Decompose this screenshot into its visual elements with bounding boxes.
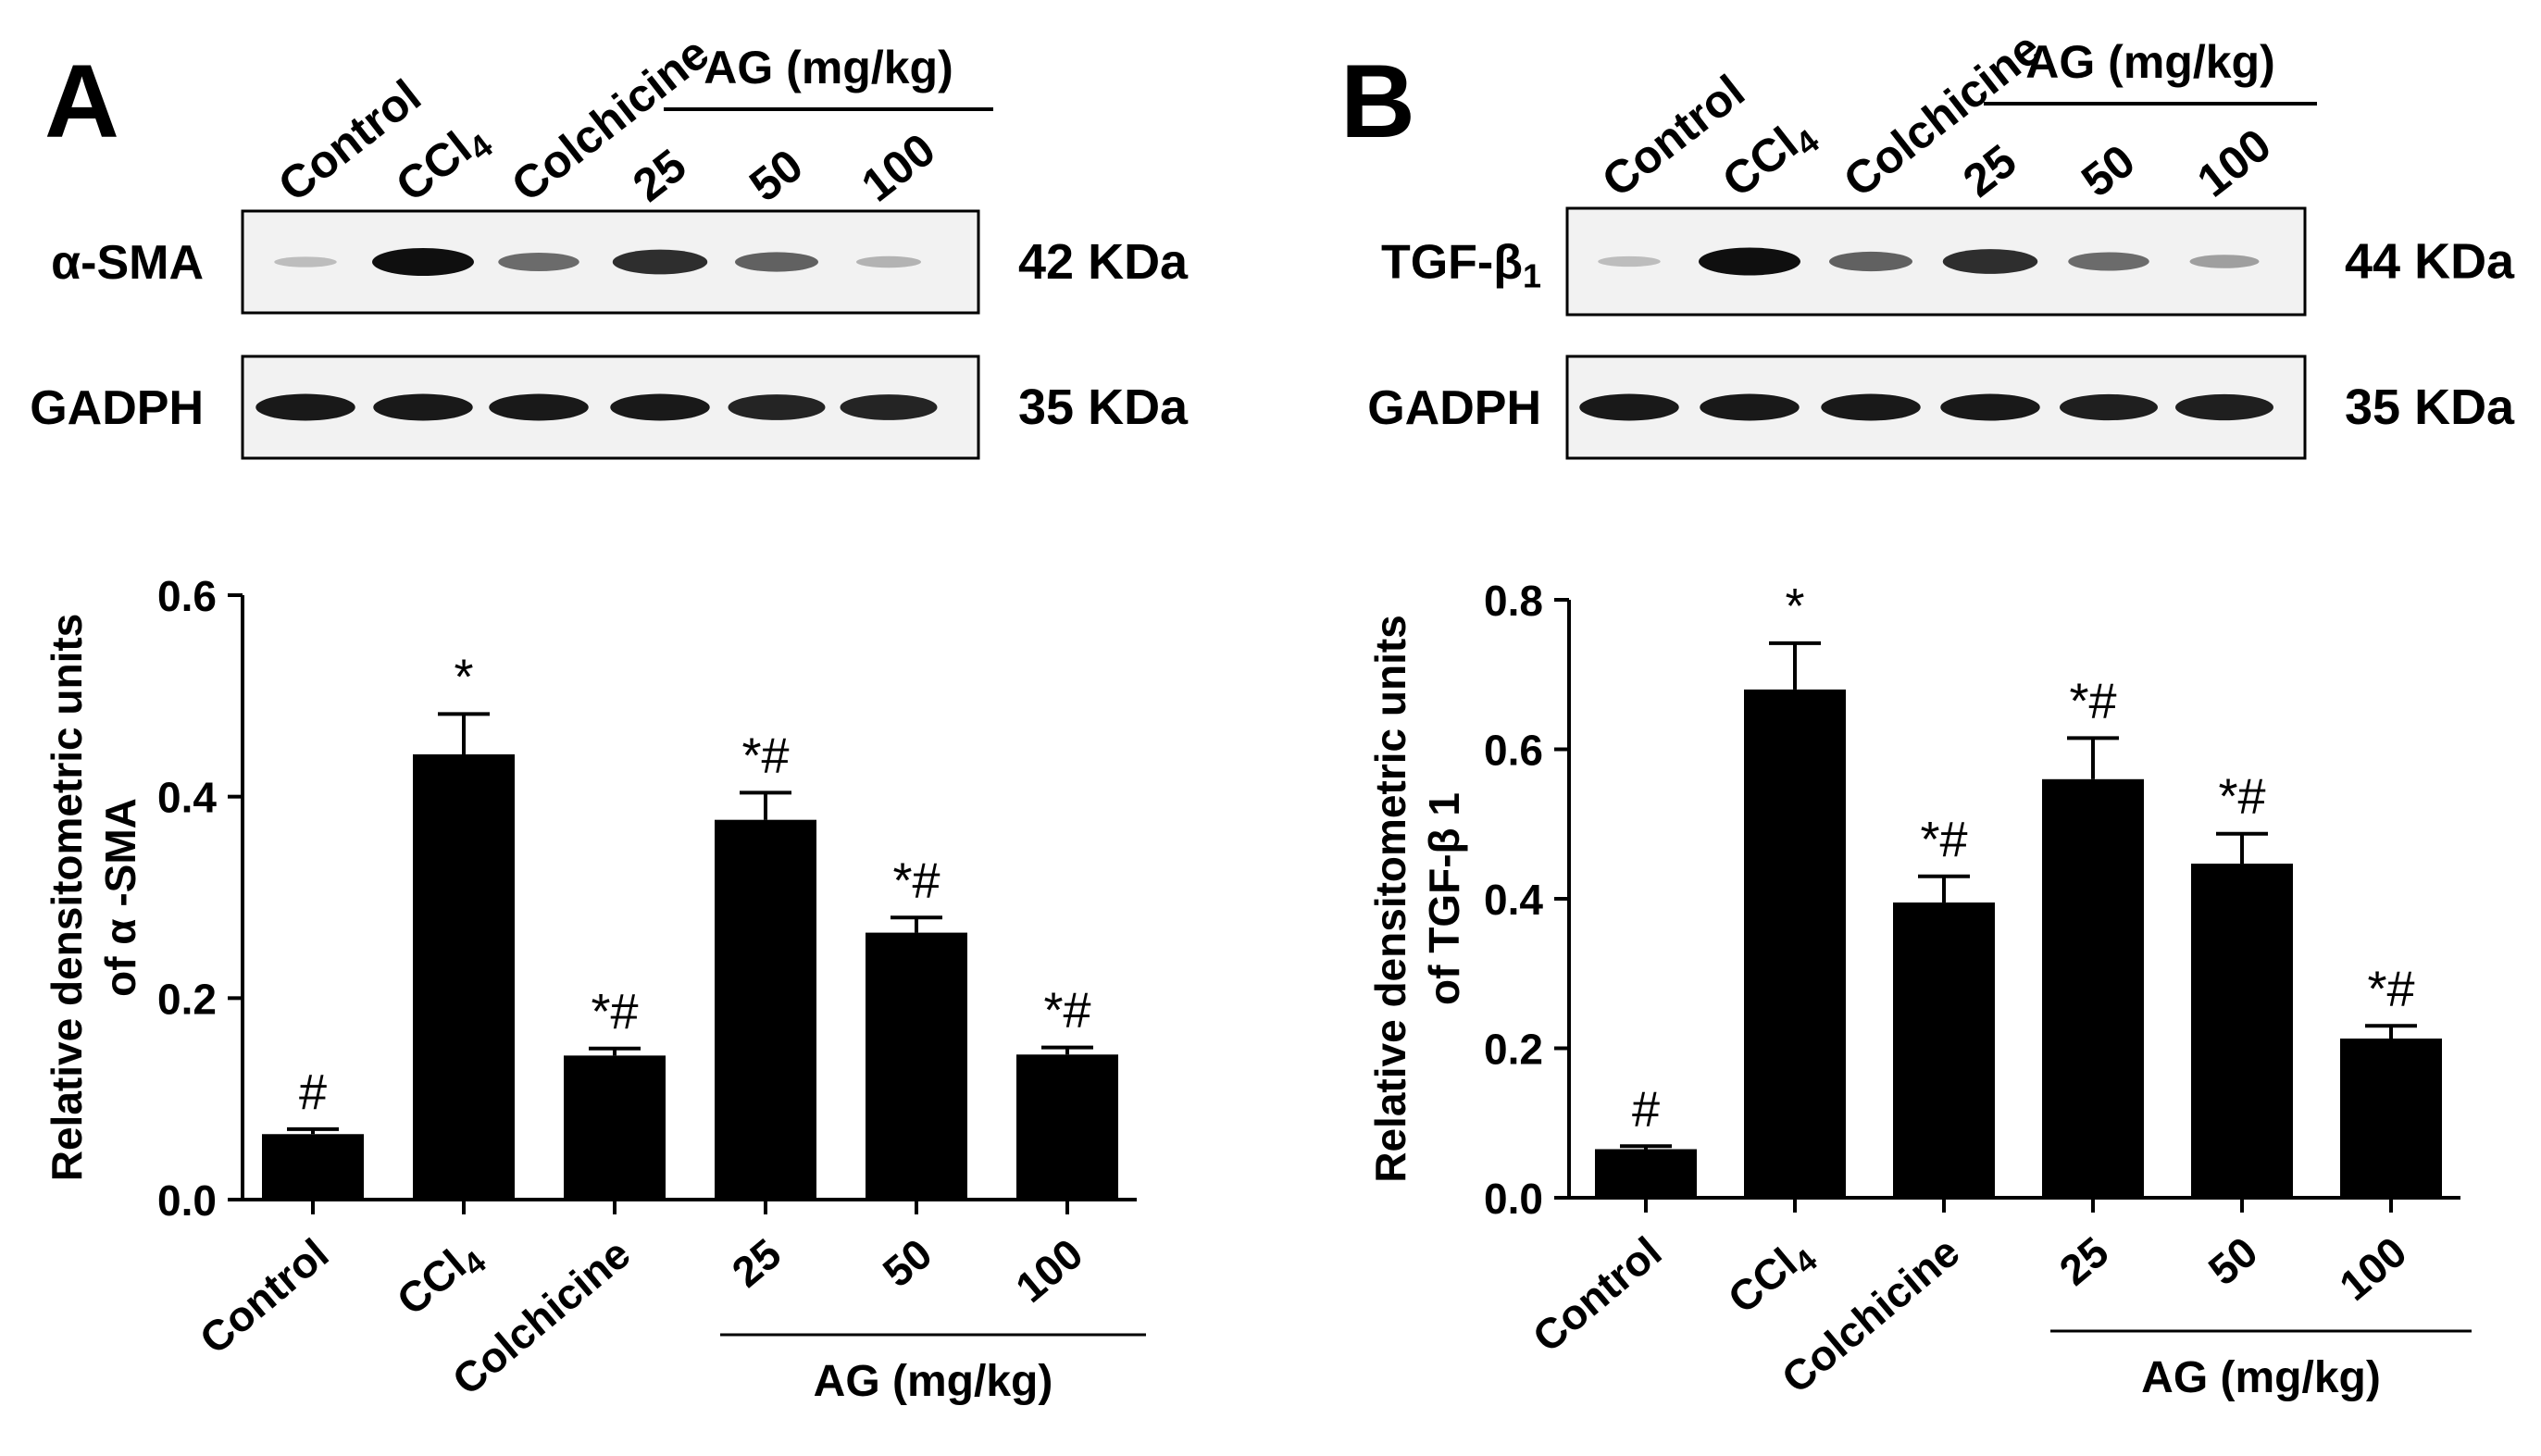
lane-label: 100: [2187, 118, 2280, 206]
group-label: AG (mg/kg): [2025, 36, 2274, 88]
molecular-weight-label: 44 KDa: [2345, 234, 2515, 290]
y-tick-label: 0.4: [1484, 876, 1543, 924]
y-axis-label: Relative densitometric units: [1366, 615, 1414, 1183]
panel-letter-b: B: [1340, 44, 1415, 159]
y-tick-label: 0.8: [1484, 577, 1543, 625]
y-axis-label: Relative densitometric units: [43, 614, 91, 1182]
molecular-weight-label: 35 KDa: [2345, 380, 2515, 435]
blot-band: [1821, 393, 1921, 421]
group-label: AG (mg/kg): [814, 1357, 1053, 1406]
protein-label: GADPH: [30, 381, 204, 435]
lane-label: 100: [852, 123, 944, 211]
blot-band: [498, 252, 579, 272]
lane-label: 50: [2072, 134, 2144, 206]
blot-band: [255, 393, 355, 421]
protein-label: TGF-β1: [1381, 236, 1541, 295]
y-tick-label: 0.6: [157, 572, 217, 620]
x-tick-label: Control: [191, 1229, 338, 1363]
bar: [262, 1134, 364, 1200]
blot-band: [1699, 247, 1800, 276]
y-tick-label: 0.2: [1484, 1026, 1543, 1074]
bar: [413, 753, 515, 1200]
y-tick-label: 0.0: [157, 1176, 217, 1225]
bar: [866, 932, 967, 1200]
y-tick-label: 0.4: [157, 774, 217, 822]
blot-band: [489, 393, 589, 421]
x-tick-label: 25: [2050, 1227, 2118, 1295]
blot-band: [1598, 255, 1661, 268]
bar: [564, 1055, 666, 1200]
y-tick-label: 0.2: [157, 975, 217, 1023]
significance-label: *#: [591, 984, 638, 1039]
x-tick-label: CCl4: [388, 1229, 493, 1330]
significance-label: *#: [2367, 961, 2414, 1016]
x-tick-label: Control: [1524, 1227, 1671, 1362]
group-label: AG (mg/kg): [2141, 1353, 2381, 1402]
blot-band: [373, 393, 473, 421]
bar: [1595, 1149, 1697, 1198]
blot-band: [728, 394, 826, 420]
blot-band: [2060, 393, 2158, 421]
blot-frame: [241, 209, 980, 315]
panel-letter-a: A: [44, 44, 119, 159]
blot-band: [735, 252, 818, 272]
bar: [2042, 778, 2144, 1198]
x-tick-label: 50: [2199, 1227, 2267, 1295]
blot-band: [1940, 393, 2040, 421]
blot-band: [610, 393, 710, 421]
x-tick-label: CCl4: [1719, 1227, 1825, 1328]
blot-band: [840, 394, 938, 420]
significance-label: *#: [1920, 812, 1967, 867]
blot-band: [1579, 393, 1679, 421]
significance-label: *: [454, 649, 473, 704]
protein-label: α-SMA: [51, 236, 204, 290]
lane-label: 25: [1953, 134, 2025, 206]
significance-label: *#: [741, 728, 789, 783]
bar-chart-a: 0.0 0.2 0.4 0.6 Relative densitometric units…: [43, 572, 1146, 1406]
y-tick-label: 0.6: [1484, 727, 1543, 775]
protein-label: GADPH: [1367, 381, 1541, 435]
lane-label: 50: [740, 139, 812, 211]
blot-band: [2189, 255, 2260, 268]
x-tick-label: 50: [874, 1229, 941, 1297]
blot-band: [1829, 251, 1912, 272]
bar: [2191, 864, 2293, 1198]
significance-label: *#: [1043, 983, 1090, 1039]
group-label: AG (mg/kg): [704, 42, 953, 93]
blot-band: [612, 249, 708, 275]
blot-band: [1700, 393, 1800, 421]
blot-band: [2175, 393, 2273, 421]
significance-label: *: [1785, 579, 1804, 634]
bar: [2340, 1039, 2442, 1198]
blot-band: [274, 256, 337, 268]
bar: [715, 819, 816, 1200]
blot-band: [1942, 249, 2038, 274]
x-tick-label: 100: [1006, 1229, 1091, 1312]
blot-band: [856, 255, 921, 268]
bar: [1016, 1054, 1118, 1200]
blot-band: [372, 248, 474, 276]
significance-label: *#: [2218, 769, 2265, 825]
significance-label: *#: [892, 852, 940, 908]
molecular-weight-label: 35 KDa: [1018, 380, 1189, 435]
x-tick-label: 100: [2330, 1227, 2415, 1310]
y-tick-label: 0.0: [1484, 1175, 1543, 1223]
significance-label: #: [299, 1064, 327, 1120]
significance-label: #: [1632, 1081, 1660, 1137]
y-axis-label-line2: of TGF-β 1: [1420, 792, 1468, 1005]
bar: [1744, 689, 1846, 1198]
lane-label: 25: [623, 139, 695, 211]
blot-band: [2068, 252, 2149, 271]
significance-label: *#: [2069, 673, 2116, 728]
molecular-weight-label: 42 KDa: [1018, 234, 1189, 290]
x-tick-label: 25: [723, 1229, 791, 1297]
bar: [1893, 902, 1995, 1198]
y-axis-label-line2: of α -SMA: [96, 798, 144, 997]
blot-frame: [1565, 206, 2307, 317]
bar-chart-b: 0.0 0.2 0.4 0.6 0.8 Relative densitometric un…: [1366, 577, 2472, 1402]
